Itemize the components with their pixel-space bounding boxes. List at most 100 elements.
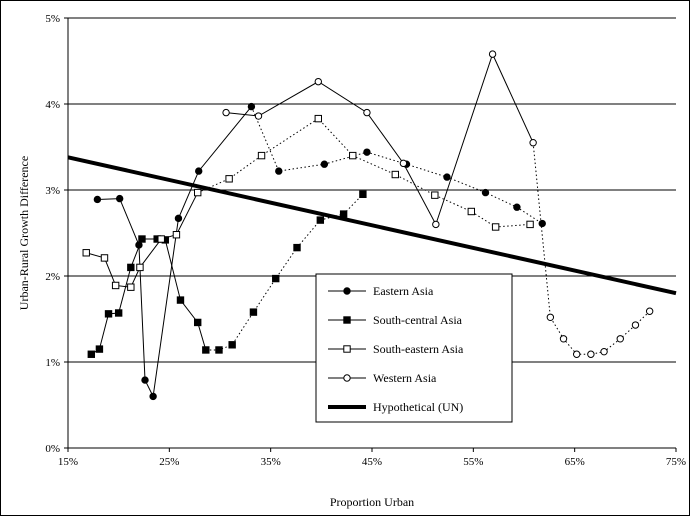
data-point [136, 263, 144, 272]
data-point [172, 231, 181, 239]
series-hypothetical-un [67, 155, 677, 296]
data-point [257, 151, 266, 160]
x-axis-title: Proportion Urban [330, 495, 414, 509]
data-point [215, 346, 223, 354]
data-point [587, 350, 595, 358]
data-point [314, 77, 322, 86]
data-point [225, 175, 233, 183]
data-point [529, 139, 537, 147]
data-point [228, 341, 236, 349]
series-group [67, 50, 677, 401]
data-point [481, 188, 490, 197]
legend-label: Eastern Asia [373, 284, 434, 298]
data-point [293, 243, 301, 252]
data-point [467, 207, 476, 216]
legend-label: South-eastern Asia [373, 342, 464, 356]
data-point [141, 376, 149, 384]
series-line [67, 155, 677, 296]
data-point [95, 345, 104, 353]
data-point [443, 173, 451, 181]
data-point [114, 309, 123, 317]
data-point [343, 374, 351, 382]
data-point [359, 190, 367, 199]
x-tick-label: 35% [261, 456, 281, 468]
series-line [226, 52, 534, 226]
data-point [194, 188, 202, 197]
data-point [314, 114, 322, 123]
y-tick-label: 5% [45, 13, 60, 25]
y-tick-label: 2% [45, 271, 60, 283]
data-point [249, 308, 258, 316]
data-point [432, 220, 440, 229]
data-point [488, 50, 497, 58]
legend-label: Western Asia [373, 371, 437, 385]
data-point [391, 170, 400, 179]
data-point [195, 167, 203, 175]
data-point [176, 296, 185, 304]
x-tick-label: 45% [362, 456, 382, 468]
legend-label: South-central Asia [373, 313, 463, 327]
y-tick-label: 1% [45, 357, 60, 369]
data-point [202, 346, 210, 354]
data-point [631, 321, 640, 329]
x-tick-label: 15% [58, 456, 78, 468]
series-south-eastern-asia [82, 114, 534, 291]
data-point [316, 216, 325, 224]
legend: Eastern Asia South-central Asia South-east… [315, 273, 513, 423]
data-point [222, 108, 230, 117]
y-axis-title: Urban-Rural Growth Difference [17, 156, 31, 310]
data-point [343, 345, 351, 353]
data-point [149, 392, 157, 401]
axes: 0% 1% 2% 3% 4% 5% 15% 25% 35% 45% 55% 65% 75% [45, 13, 686, 468]
data-point [115, 194, 124, 203]
data-point [572, 350, 581, 358]
data-point [546, 313, 555, 321]
data-point [254, 112, 263, 120]
series-eastern-asia [93, 102, 546, 401]
x-tick-label: 75% [666, 456, 686, 468]
data-point [399, 159, 408, 168]
data-point [363, 108, 371, 117]
data-point [104, 310, 113, 318]
data-point [343, 287, 351, 295]
data-point [645, 307, 654, 315]
data-point [491, 223, 500, 231]
data-point [127, 283, 135, 291]
data-point [127, 263, 135, 272]
data-point [343, 316, 351, 324]
data-point [100, 254, 109, 262]
x-tick-label: 55% [463, 456, 483, 468]
data-point [87, 350, 96, 358]
data-point [513, 203, 521, 211]
data-point [194, 318, 202, 327]
y-tick-label: 3% [45, 185, 60, 197]
x-tick-label: 65% [565, 456, 585, 468]
data-point [174, 214, 183, 223]
data-point [339, 210, 348, 218]
data-point [600, 347, 608, 356]
data-point [349, 151, 357, 160]
data-point [93, 195, 102, 204]
data-point [111, 281, 120, 290]
y-tick-label: 0% [45, 443, 60, 455]
data-point [275, 167, 283, 175]
data-point [82, 249, 90, 257]
data-point [526, 220, 534, 229]
legend-label: Hypothetical (UN) [373, 400, 463, 414]
x-tick-label: 25% [159, 456, 179, 468]
data-point [247, 102, 256, 111]
data-point [272, 274, 280, 283]
series-western-asia [222, 50, 654, 358]
series-line [250, 106, 543, 224]
data-point [616, 335, 624, 343]
series-line [97, 106, 252, 399]
data-point [363, 148, 371, 156]
data-point [320, 160, 329, 168]
y-tick-label: 4% [45, 99, 60, 111]
data-point [138, 235, 146, 243]
data-point [431, 191, 439, 199]
data-point [559, 335, 568, 343]
